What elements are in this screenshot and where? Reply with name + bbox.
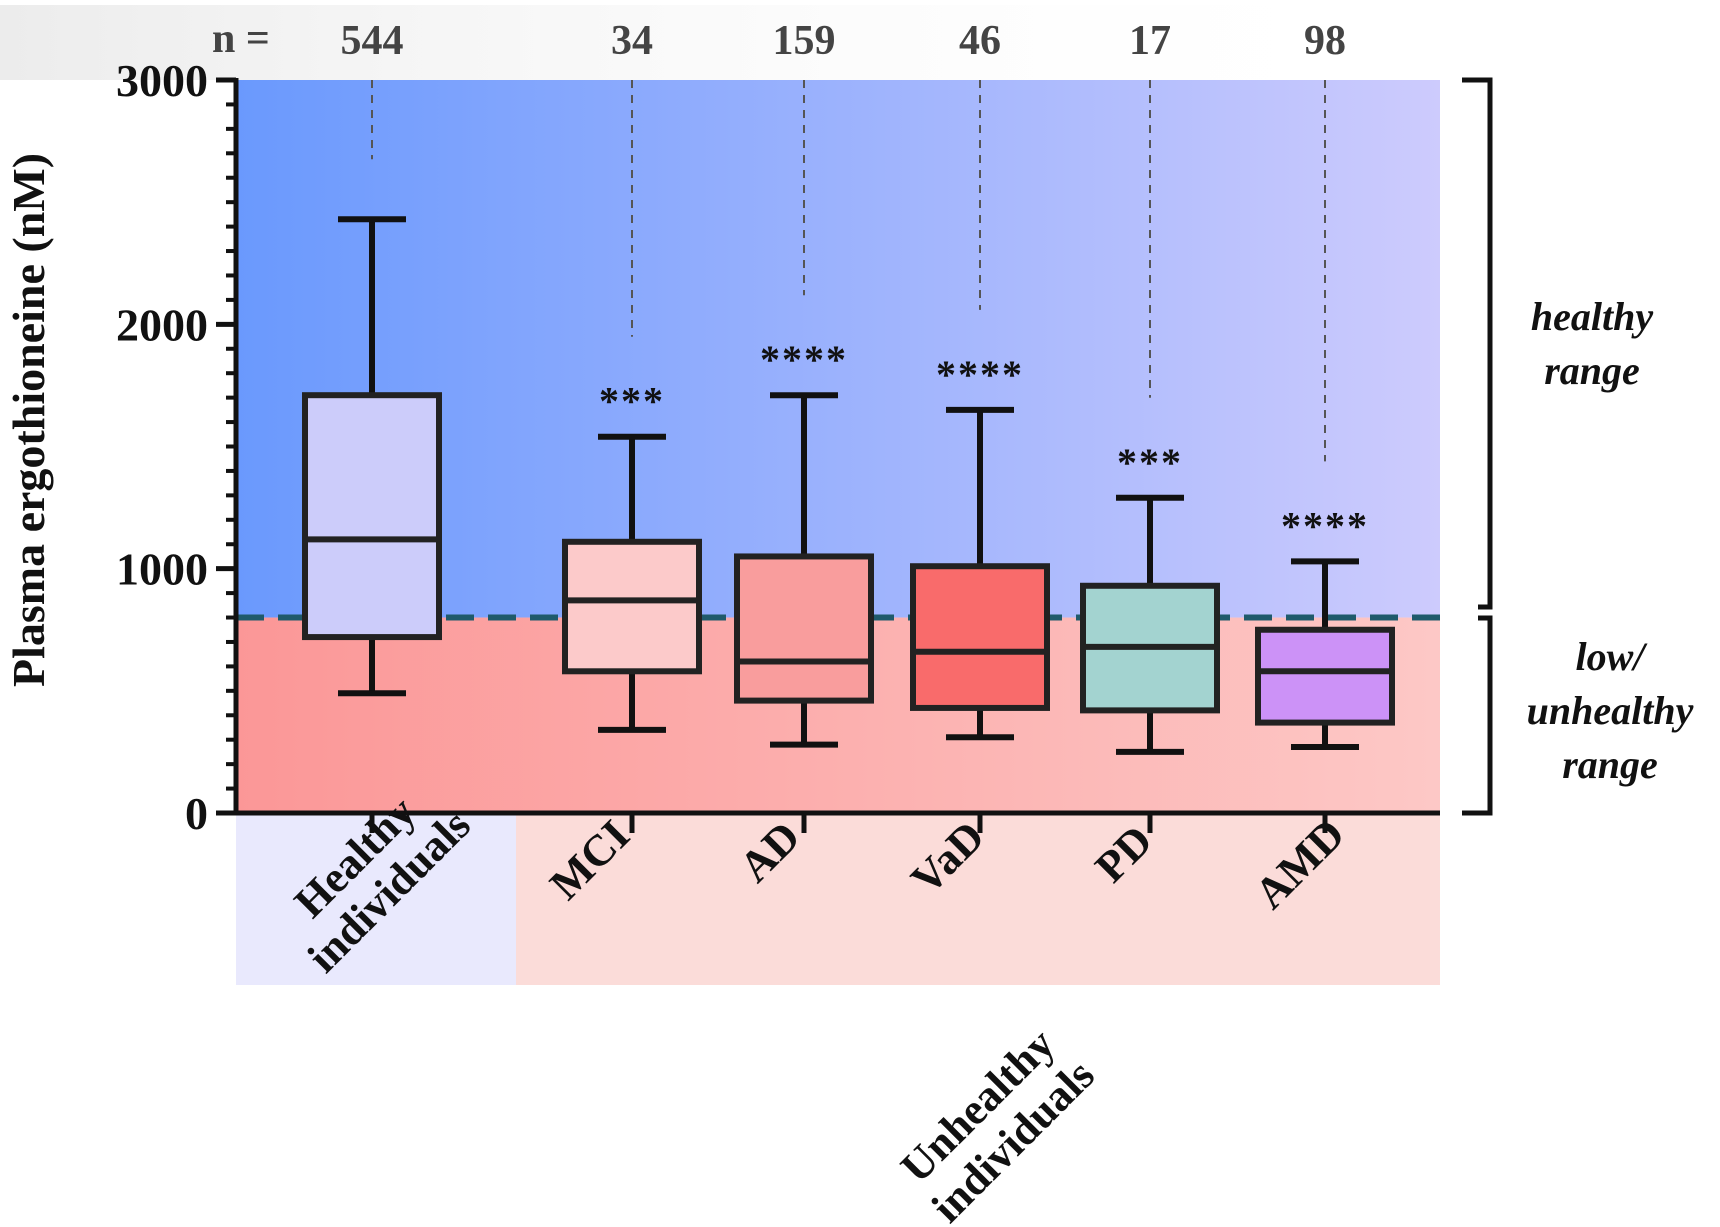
significance-labels: ******* *********** xyxy=(599,337,1369,548)
box-0 xyxy=(302,216,442,697)
significance-label-3: **** xyxy=(936,352,1024,397)
n-labels: 544 34 159 46 17 98 xyxy=(341,18,1347,64)
n-label-1: 34 xyxy=(611,18,653,64)
y-tick-label-3: 3000 xyxy=(116,55,208,106)
y-tick-label-0: 0 xyxy=(185,788,208,839)
box-3 xyxy=(910,406,1050,741)
box-2 xyxy=(734,392,874,748)
box-5 xyxy=(1255,558,1395,751)
n-prefix-label: n = xyxy=(212,16,270,62)
unhealthy-group-band xyxy=(516,815,1440,985)
box-iqr-5 xyxy=(1255,626,1395,726)
n-band xyxy=(0,5,1440,80)
y-tick-label-2: 2000 xyxy=(116,299,208,350)
n-guide-lines xyxy=(371,80,1326,462)
unhealthy-range-label-line-1: unhealthy xyxy=(1527,688,1694,733)
healthy-range-label: healthy range xyxy=(1531,294,1653,393)
unhealthy-range-label-line-2: range xyxy=(1562,742,1658,787)
unhealthy-range-bracket xyxy=(1462,615,1493,816)
unhealthy-group-label: Unhealthyindividuals xyxy=(887,1015,1104,1227)
healthy-group-band xyxy=(236,815,516,985)
y-minor-ticks xyxy=(226,102,236,791)
healthy-range-label-line-1: range xyxy=(1544,348,1640,393)
box-iqr-3 xyxy=(910,563,1050,711)
range-brackets xyxy=(1462,77,1493,816)
n-label-4: 17 xyxy=(1129,18,1171,64)
significance-label-1: *** xyxy=(599,379,665,424)
group-labels: Unhealthyindividuals xyxy=(887,1015,1104,1227)
boxes xyxy=(302,216,1395,755)
healthy-range-bracket xyxy=(1462,77,1493,610)
y-tick-labels: 0 1000 2000 3000 xyxy=(116,55,236,839)
unhealthy-range-label-line-0: low/ xyxy=(1576,634,1649,679)
box-4 xyxy=(1080,494,1220,755)
box-iqr-2 xyxy=(734,553,874,704)
significance-label-2: **** xyxy=(760,337,848,382)
n-label-3: 46 xyxy=(959,18,1001,64)
x-ticks xyxy=(369,813,1328,833)
healthy-range-label-line-0: healthy xyxy=(1531,294,1653,339)
n-label-0: 544 xyxy=(341,18,404,64)
box-iqr-0 xyxy=(302,392,442,641)
n-label-5: 98 xyxy=(1304,18,1346,64)
box-iqr-1 xyxy=(562,538,702,675)
y-tick-label-1: 1000 xyxy=(116,544,208,595)
n-label-2: 159 xyxy=(773,18,836,64)
box-1 xyxy=(562,433,702,733)
y-axis-label: Plasma ergothioneine (nM) xyxy=(3,153,54,687)
significance-label-5: **** xyxy=(1281,503,1369,548)
range-labels: healthy range low/unhealthy range xyxy=(1527,294,1694,787)
significance-label-4: *** xyxy=(1117,440,1183,485)
unhealthy-range-label: low/unhealthy range xyxy=(1527,634,1694,787)
